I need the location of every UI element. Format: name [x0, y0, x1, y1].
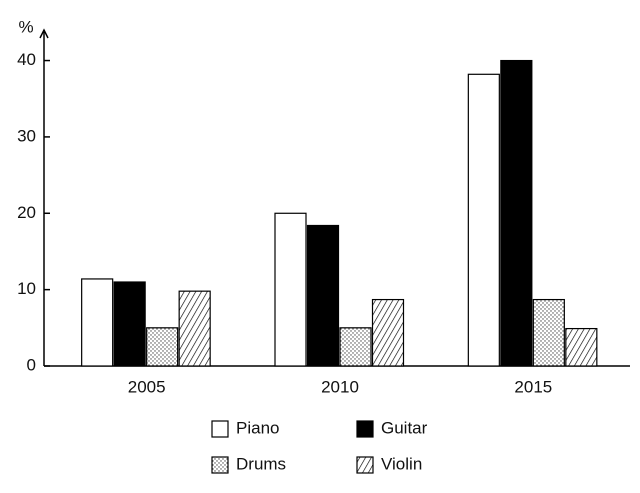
bar — [81, 278, 114, 367]
bar — [274, 212, 307, 367]
y-axis-label: % — [18, 17, 33, 36]
x-tick-label: 2015 — [514, 377, 552, 396]
y-tick-label: 30 — [17, 126, 36, 145]
bar — [371, 298, 405, 367]
y-tick-label: 40 — [17, 50, 36, 69]
bar — [532, 298, 565, 367]
y-tick-label: 20 — [17, 203, 36, 222]
bar — [146, 327, 179, 367]
x-tick-label: 2010 — [321, 377, 359, 396]
y-tick-label: 10 — [17, 279, 36, 298]
bar — [306, 224, 340, 367]
bar — [178, 290, 211, 367]
legend-swatch — [356, 456, 374, 474]
y-axis-arrow — [39, 28, 49, 39]
legend-label: Guitar — [381, 418, 428, 437]
legend-swatch — [356, 420, 374, 438]
y-tick-label: 0 — [27, 355, 36, 374]
bar — [113, 281, 146, 367]
legend-swatch — [211, 456, 229, 474]
legend-label: Piano — [236, 418, 279, 437]
bar — [565, 327, 598, 367]
bar — [500, 59, 533, 367]
bar — [339, 327, 372, 367]
legend-label: Violin — [381, 454, 422, 473]
bar — [467, 73, 500, 367]
x-tick-label: 2005 — [128, 377, 166, 396]
legend-swatch — [211, 420, 229, 438]
legend-label: Drums — [236, 454, 286, 473]
